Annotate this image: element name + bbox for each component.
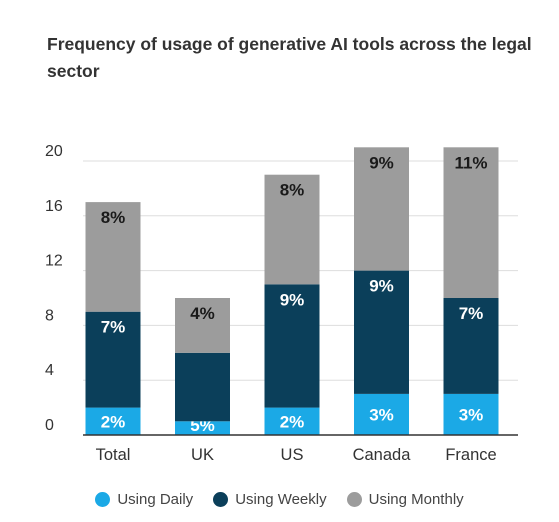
bar-segment [354,147,409,271]
x-tick-label: US [281,446,304,464]
data-label: 8% [280,181,305,200]
bar-segment [85,407,141,435]
bar-segment [354,393,409,435]
y-tick-label: 8 [45,307,54,324]
y-tick-label: 12 [45,253,63,270]
bar-segment [264,407,320,435]
bar-segment [175,298,230,353]
legend-swatch [346,492,362,507]
bar-segment [354,270,409,394]
bar-segment [443,298,499,394]
bar-segment [175,352,230,422]
legend-label: Using Weekly [235,491,327,508]
x-tick-label: Canada [353,446,412,464]
y-tick-label: 16 [45,198,63,215]
legend-item: Using Weekly [213,491,327,508]
data-label: 2% [280,412,305,431]
bar-segment [175,421,230,435]
bar-segment [264,284,320,408]
data-label: 11% [454,153,487,172]
y-tick-label: 20 [45,143,63,160]
legend-swatch [95,492,111,507]
data-label: 9% [369,277,394,296]
chart-title: Frequency of usage of generative AI tool… [47,34,532,81]
bar-segment [264,174,320,285]
data-label: 7% [101,318,126,337]
legend-swatch [213,492,229,507]
data-label: 3% [459,405,484,424]
y-tick-label: 0 [45,417,54,434]
legend-item: Using Daily [95,491,193,508]
x-tick-label: France [445,446,496,464]
stacked-bar-chart: 0481216202%7%8%Total5%4%UK2%9%8%US3%9%9%… [45,143,518,464]
data-label: 7% [459,304,484,323]
bar-segment [443,393,499,435]
legend-item: Using Monthly [346,491,464,508]
data-label: 9% [280,290,305,309]
chart-legend: Using Daily Using Weekly Using Monthly [0,491,559,511]
bar-segment [85,311,141,408]
bar-segment [85,202,141,312]
y-tick-label: 4 [45,362,54,379]
bar-segment [443,147,499,298]
x-tick-label: UK [191,446,214,464]
legend-label: Using Monthly [368,491,464,508]
data-label: 9% [369,153,394,172]
data-label: 8% [101,208,126,227]
data-label: 3% [369,405,394,424]
data-label: 2% [101,412,126,431]
x-tick-label: Total [96,446,131,464]
data-label: 4% [190,304,215,323]
legend-label: Using Daily [117,491,194,508]
